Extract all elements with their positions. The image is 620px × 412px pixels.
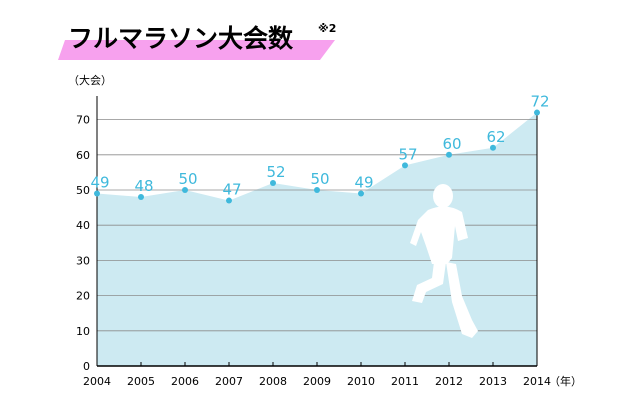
data-point — [138, 194, 144, 201]
data-point — [182, 187, 188, 193]
data-label: 50 — [178, 170, 197, 188]
x-tick-label: 2011 — [391, 375, 419, 388]
y-axis-label: （大会） — [68, 73, 112, 87]
data-point — [402, 162, 408, 169]
x-tick-label: 2010 — [347, 375, 375, 388]
gridlines — [96, 96, 538, 367]
runner-silhouette-icon — [410, 184, 478, 338]
y-tick-label: 10 — [76, 325, 90, 338]
y-tick-label: 40 — [76, 219, 90, 232]
data-label: 57 — [398, 145, 417, 163]
x-tick-label: 2006 — [171, 375, 199, 388]
x-tick-label: 2005 — [127, 375, 155, 388]
data-point — [534, 109, 540, 116]
data-label: 50 — [310, 170, 329, 188]
data-label: 62 — [486, 128, 505, 146]
y-tick-label: 60 — [76, 149, 90, 162]
chart-title-note: ※2 — [318, 22, 336, 35]
data-label: 49 — [90, 174, 109, 192]
x-axis-label: （年） — [549, 374, 582, 388]
data-label: 72 — [530, 93, 549, 111]
data-label: 60 — [442, 135, 461, 153]
data-point — [94, 190, 100, 197]
title-highlight — [58, 40, 335, 60]
data-points — [94, 109, 540, 204]
x-tick-label: 2013 — [479, 375, 507, 388]
x-tick-label: 2014 — [523, 375, 551, 388]
data-point — [358, 190, 364, 197]
y-tick-label: 30 — [76, 254, 90, 267]
y-tick-label: 20 — [76, 290, 90, 303]
data-point — [226, 197, 232, 204]
data-point — [446, 151, 452, 158]
y-tick-label: 70 — [76, 114, 90, 127]
y-tick-label: 0 — [83, 360, 90, 373]
x-tick-label: 2004 — [83, 375, 111, 388]
y-axis-ticks: 0 10 20 30 40 50 60 70 — [76, 114, 90, 373]
data-point — [314, 187, 320, 193]
x-tick-label: 2012 — [435, 375, 463, 388]
data-point — [490, 144, 496, 151]
x-axis-ticks: 2004 2005 2006 2007 2008 2009 2010 2011 2012 2013… — [83, 362, 551, 388]
data-label: 52 — [266, 163, 285, 181]
y-tick-label: 50 — [76, 184, 90, 197]
data-point — [270, 179, 276, 186]
data-label: 49 — [354, 174, 373, 192]
data-labels: 49 48 50 47 52 50 49 57 60 62 72 — [90, 93, 549, 199]
x-tick-label: 2009 — [303, 375, 331, 388]
chart-title: フルマラソン大会数 — [68, 24, 294, 53]
x-tick-label: 2008 — [259, 375, 287, 388]
area-series — [97, 112, 537, 366]
data-label: 47 — [222, 181, 241, 199]
x-tick-label: 2007 — [215, 375, 243, 388]
data-label: 48 — [134, 177, 153, 195]
